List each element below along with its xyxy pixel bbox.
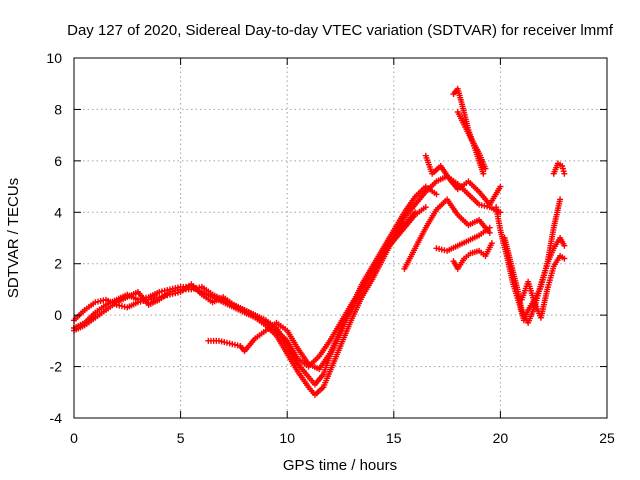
y-tick-label: 2 <box>54 256 62 272</box>
data-points <box>71 85 568 398</box>
data-point <box>561 255 568 262</box>
plot-frame <box>73 57 608 419</box>
x-tick-label: 20 <box>493 430 509 446</box>
x-tick-label: 5 <box>177 430 185 446</box>
chart-title: Day 127 of 2020, Sidereal Day-to-day VTE… <box>67 22 614 39</box>
data-point <box>561 170 568 177</box>
axis-ticks: 0 5 10 15 20 25 -4 -2 0 2 4 6 8 10 <box>46 50 615 446</box>
x-tick-label: 0 <box>70 430 78 446</box>
y-tick-label: -4 <box>50 410 63 426</box>
series-track-i <box>450 85 487 177</box>
series-track-n <box>550 160 568 177</box>
series-track-d <box>205 204 429 373</box>
data-point <box>557 196 564 203</box>
series-track-l <box>501 235 568 326</box>
y-tick-label: 8 <box>54 101 62 117</box>
series-track-h <box>450 240 495 272</box>
y-tick-label: -2 <box>50 359 63 375</box>
y-tick-label: 4 <box>54 204 62 220</box>
x-tick-label: 10 <box>279 430 295 446</box>
data-point <box>486 229 493 236</box>
x-axis-label: GPS time / hours <box>283 457 397 474</box>
series-track-m <box>518 253 568 321</box>
y-tick-label: 0 <box>54 307 62 323</box>
series-track-b <box>71 183 440 388</box>
x-tick-label: 25 <box>599 430 615 446</box>
x-tick-label: 15 <box>386 430 402 446</box>
series-track-g <box>433 224 493 254</box>
series-track-f <box>422 152 504 208</box>
data-point <box>488 240 495 247</box>
y-tick-label: 6 <box>54 153 62 169</box>
grid-lines <box>74 58 607 418</box>
series-track-k <box>493 196 564 324</box>
y-axis-label: SDTVAR / TECUs <box>5 178 22 298</box>
data-point <box>480 170 487 177</box>
y-tick-label: 10 <box>46 50 62 66</box>
data-point <box>482 165 489 172</box>
data-point <box>422 204 429 211</box>
data-point <box>486 224 493 231</box>
series-track-j <box>454 109 489 172</box>
data-point <box>561 242 568 249</box>
data-point <box>497 183 504 190</box>
data-point <box>433 191 440 198</box>
